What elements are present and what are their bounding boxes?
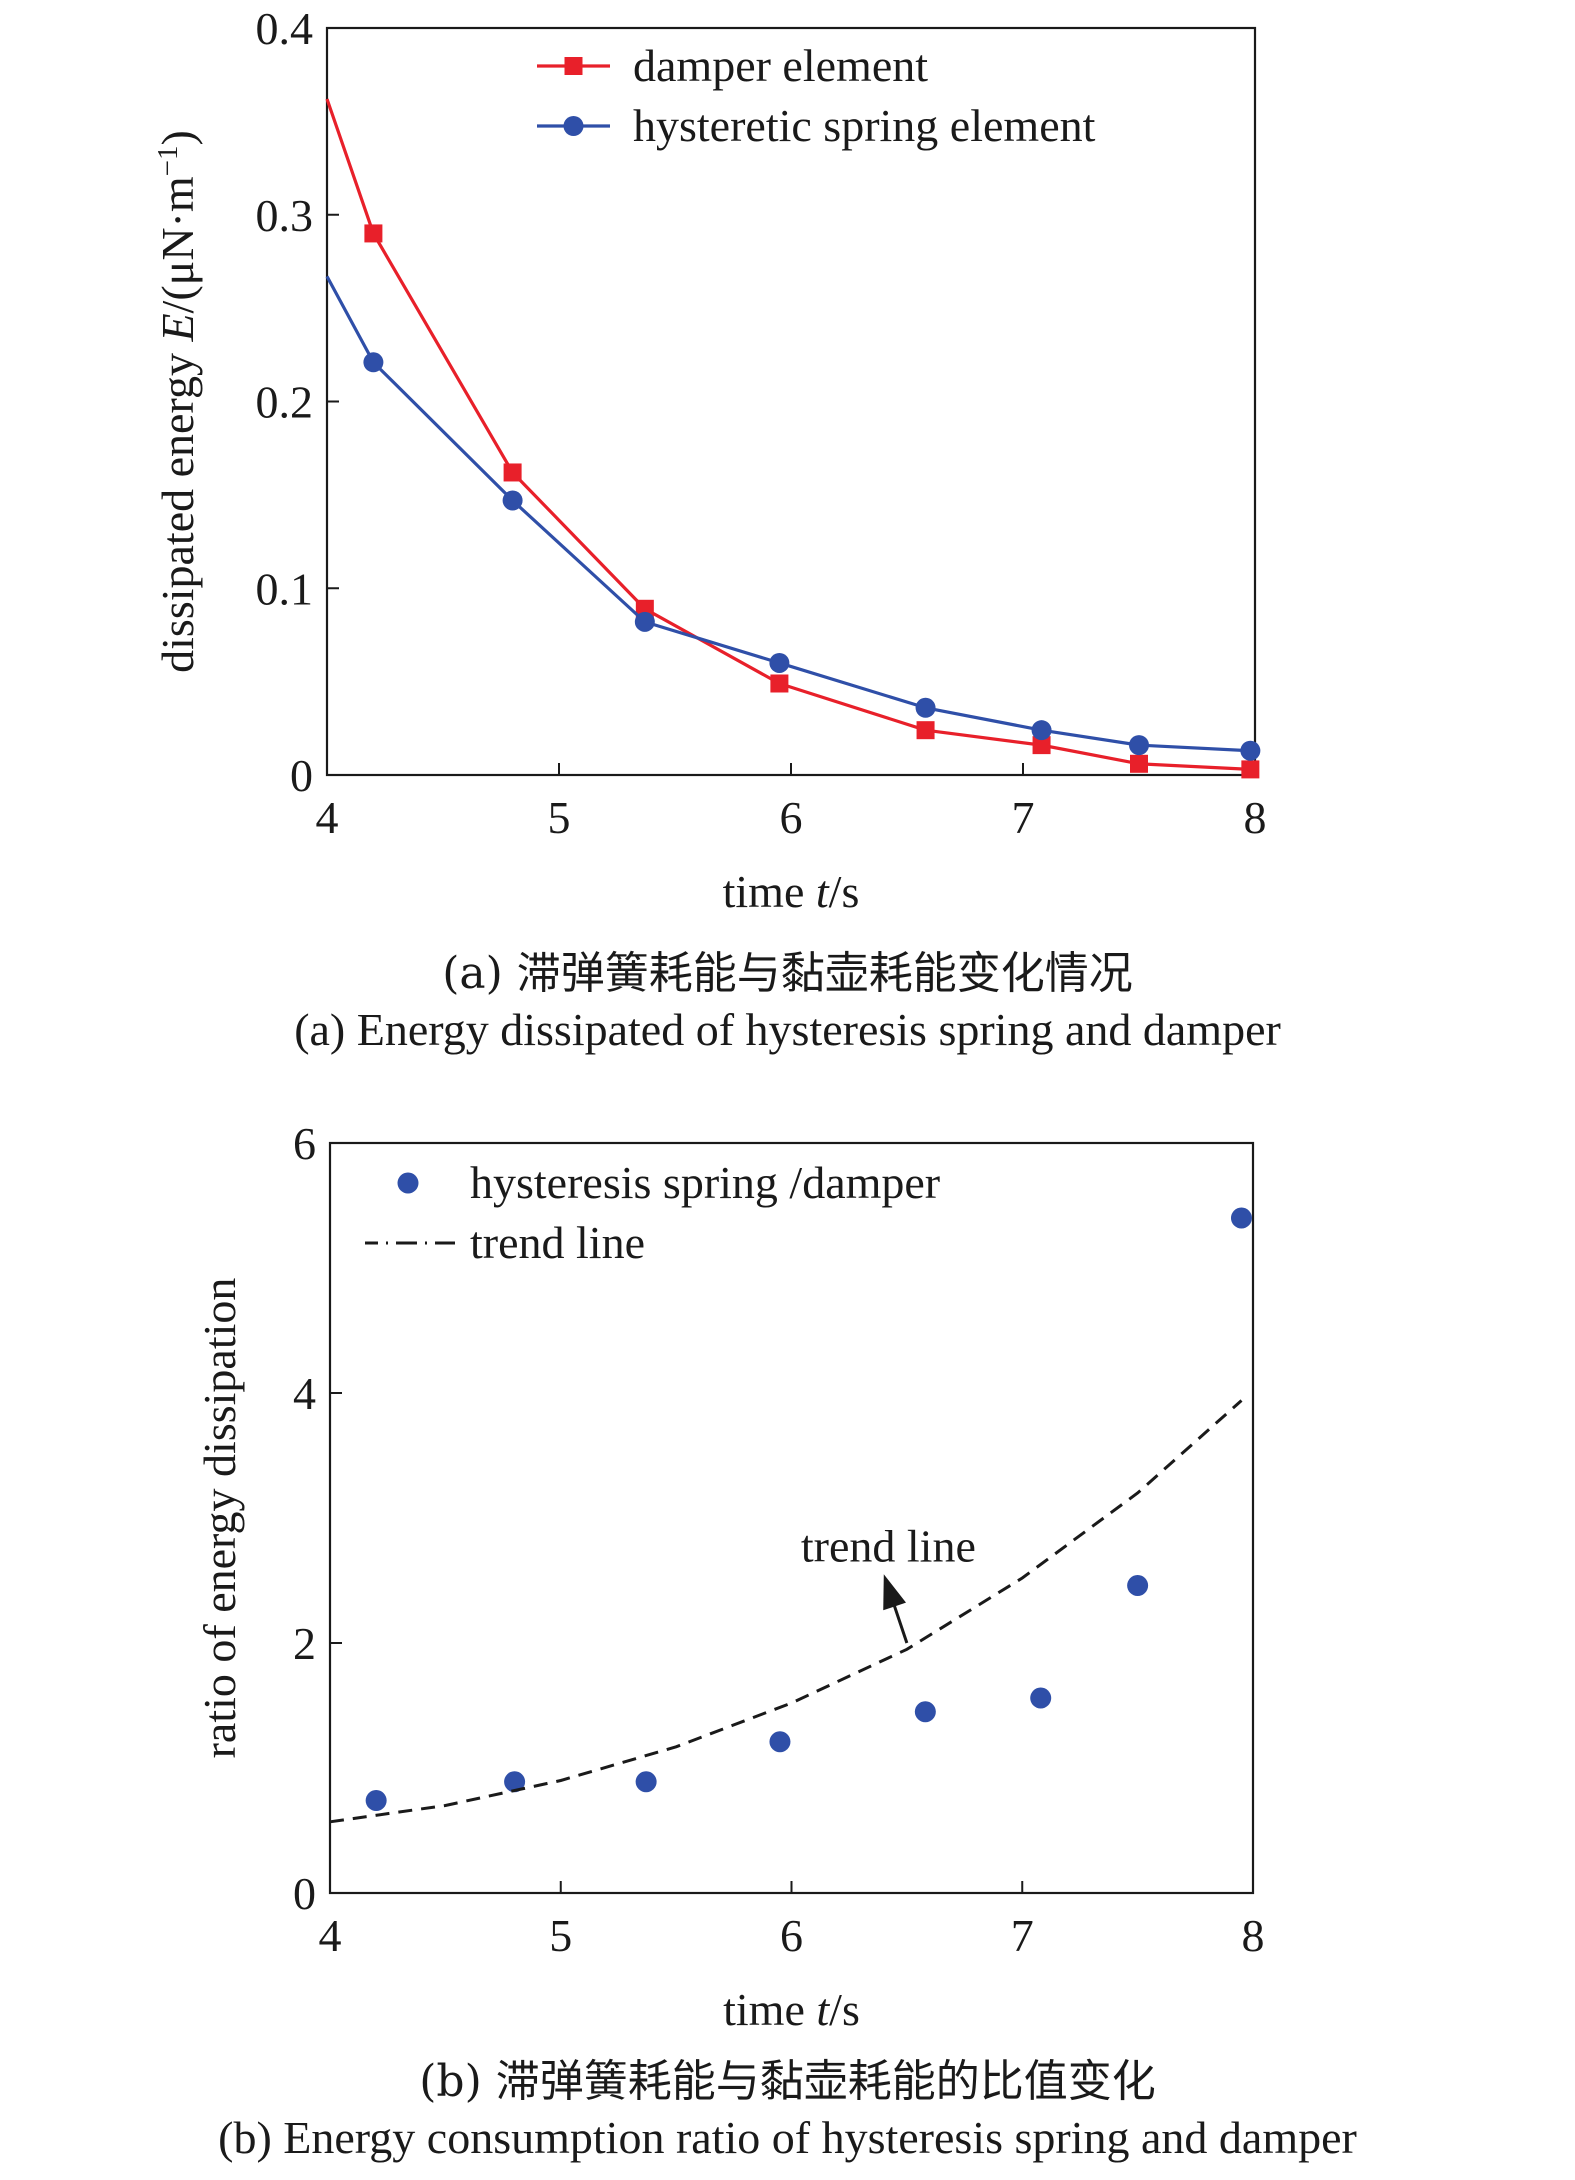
chart-a-series-1-point — [1240, 740, 1261, 761]
chart-a-xlabel-variable: t — [816, 866, 830, 917]
chart-a-series-0-point — [770, 674, 789, 693]
caption-b-en: (b) Energy consumption ratio of hysteres… — [218, 2112, 1357, 2163]
chart-a-xlabel-text: time — [723, 866, 816, 917]
chart-a-ylabel-text: dissipated energy — [152, 342, 203, 673]
chart-a-xtick-label: 4 — [316, 792, 339, 843]
chart-b-series-0-point — [504, 1771, 526, 1793]
chart-a-ylabel-superscript: −1 — [152, 145, 184, 176]
chart-b-series-0-point — [914, 1701, 936, 1723]
chart-b-legend-label-1: trend line — [470, 1217, 645, 1268]
chart-a-series-1-point — [915, 697, 936, 718]
chart-b-annotation-label-0: trend line — [801, 1520, 976, 1571]
chart-b-series-0-point — [1030, 1687, 1052, 1709]
chart-b-series-0-point — [1230, 1207, 1252, 1229]
chart-a-legend-label-1: hysteretic spring element — [633, 100, 1096, 151]
chart-a-ytick-label: 0.3 — [256, 190, 314, 241]
caption-b-zh: (b) 滞弹簧耗能与黏壶耗能的比值变化 — [419, 2056, 1156, 2107]
chart-b-ytick-label: 2 — [293, 1618, 316, 1669]
chart-a-series-1-point — [1129, 735, 1149, 756]
chart-a-series-0-point — [1032, 736, 1051, 755]
chart-b-ylabel-text: ratio of energy dissipation — [194, 1278, 245, 1759]
chart-b-series-1-trend-line — [329, 1399, 1243, 1824]
chart-b-ytick-label: 4 — [293, 1368, 316, 1419]
chart-a: 4 5 6 7 8 0 0.1 0.2 0.3 0.4 time t/s dissipated ene… — [152, 3, 1267, 917]
chart-b: 4 5 6 7 8 0 2 4 6 time t/s ratio of energy dissipa… — [194, 1118, 1265, 2035]
chart-a-xtick-label: 8 — [1244, 792, 1267, 843]
chart-a-ylabel-close: ) — [152, 130, 203, 145]
chart-b-xlabel-unit: /s — [829, 1984, 860, 2035]
chart-b-series-0-point — [635, 1771, 657, 1793]
chart-b-xtick-label: 5 — [549, 1910, 572, 1961]
caption-a-en: (a) Energy dissipated of hysteresis spri… — [294, 1004, 1281, 1055]
chart-a-ytick-label: 0.1 — [256, 563, 314, 614]
chart-a-ytick-label: 0.2 — [256, 377, 314, 428]
chart-a-legend-label-0: damper element — [633, 40, 928, 91]
chart-a-series-1-point — [1031, 720, 1052, 741]
chart-b-xlabel: time t/s — [723, 1984, 860, 2035]
chart-a-ytick-label: 0 — [290, 750, 313, 801]
chart-a-xtick-label: 5 — [548, 792, 571, 843]
chart-a-xlabel: time t/s — [723, 866, 860, 917]
chart-a-series-1-line — [325, 275, 1251, 753]
chart-a-series-0-point — [916, 721, 935, 740]
chart-b-ytick-label: 6 — [293, 1118, 316, 1169]
caption-a-zh: (a) 滞弹簧耗能与黏壶耗能变化情况 — [442, 948, 1133, 999]
chart-a-series-1-point — [769, 652, 790, 673]
chart-b-ylabel: ratio of energy dissipation — [194, 1278, 245, 1759]
chart-b-xlabel-variable: t — [816, 1984, 830, 2035]
chart-b-series-0-point — [365, 1790, 387, 1811]
chart-b-plot-frame — [328, 1141, 1255, 1895]
chart-b-annotation-arrow-head-0 — [883, 1574, 906, 1611]
chart-a-ylabel: dissipated energy E/(μN·m−1) — [152, 130, 203, 673]
chart-a-ytick-label: 0.4 — [256, 3, 314, 54]
chart-a-series-0-point — [1241, 760, 1260, 779]
chart-b-xtick-label: 6 — [780, 1910, 803, 1961]
chart-b-xtick-label: 8 — [1242, 1910, 1265, 1961]
chart-a-ylabel-unit: /(μN·m — [152, 176, 203, 313]
chart-a-xlabel-unit: /s — [829, 866, 860, 917]
chart-a-ylabel-variable: E — [152, 313, 203, 342]
chart-a-xtick-label: 6 — [780, 792, 803, 843]
chart-b-series-0-point — [1127, 1575, 1149, 1596]
chart-a-legend-marker-1 — [563, 116, 584, 136]
chart-b-legend-label-0: hysteresis spring /damper — [470, 1157, 940, 1208]
chart-b-xtick-label: 4 — [319, 1910, 342, 1961]
chart-b-ytick-label: 0 — [293, 1868, 316, 1919]
chart-a-series-0-point — [364, 224, 383, 243]
chart-a-legend-marker-0 — [564, 57, 583, 75]
chart-a-series-1-point — [363, 352, 384, 373]
chart-a-series-0-line — [325, 98, 1251, 771]
chart-b-legend-marker-0 — [397, 1172, 419, 1194]
chart-b-series-0-point — [769, 1731, 791, 1753]
chart-a-series-0-point — [503, 463, 522, 482]
chart-b-xlabel-text: time — [723, 1984, 816, 2035]
chart-a-xtick-label: 7 — [1012, 792, 1035, 843]
chart-a-series-1-point — [502, 490, 523, 511]
chart-a-series-1-point — [634, 611, 655, 632]
chart-b-xtick-label: 7 — [1011, 1910, 1034, 1961]
chart-a-series-0-point — [1130, 754, 1148, 773]
